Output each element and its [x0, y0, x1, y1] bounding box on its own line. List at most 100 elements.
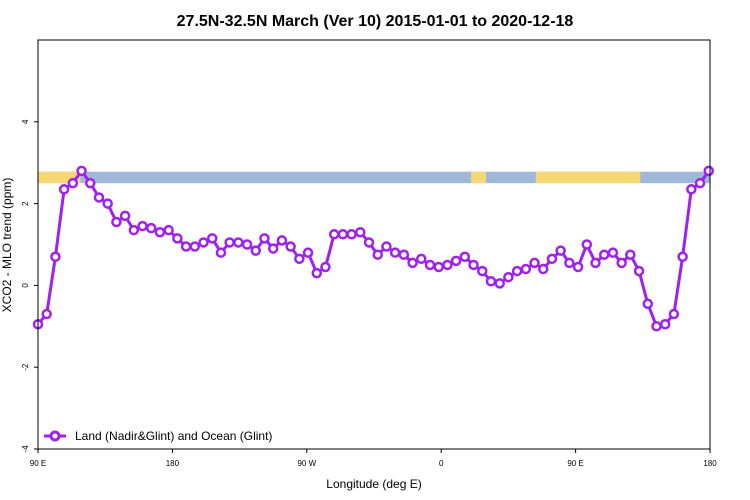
data-point: [677, 251, 688, 263]
x-tick-label: 180: [166, 459, 180, 468]
x-tick-label: 180: [703, 459, 717, 468]
data-point: [433, 261, 444, 273]
data-point: [381, 241, 392, 252]
x-axis-label: Longitude (deg E): [326, 477, 421, 491]
data-point: [250, 245, 262, 256]
data-point: [267, 243, 279, 254]
data-point: [398, 249, 410, 260]
data-point: [372, 249, 383, 260]
data-point: [468, 259, 479, 271]
map-strip-land: [38, 171, 81, 184]
data-point: [477, 265, 488, 277]
data-point: [625, 249, 636, 260]
data-point: [459, 251, 471, 263]
y-tick-label: -2: [21, 363, 30, 371]
data-point: [189, 241, 201, 252]
map-strip-land: [535, 171, 641, 184]
data-point: [337, 229, 349, 240]
data-point: [694, 177, 706, 189]
data-point: [450, 255, 462, 267]
data-point: [564, 257, 575, 269]
data-point: [311, 267, 323, 279]
data-point: [137, 220, 148, 232]
data-point: [442, 259, 453, 271]
data-point: [259, 233, 270, 244]
y-tick-label: -4: [21, 445, 30, 453]
data-point: [485, 276, 497, 287]
y-tick-label: 0: [21, 283, 30, 288]
map-strip-land: [471, 171, 486, 184]
series-line: [36, 168, 710, 329]
y-axis-label: XCO2 - MLO trend (ppm): [0, 178, 14, 313]
data-point: [111, 216, 122, 228]
plot-area: [32, 165, 715, 332]
data-point: [224, 237, 235, 248]
data-point: [607, 247, 619, 258]
y-axis: -4 -2 0 2 4: [21, 119, 38, 453]
data-point: [651, 321, 662, 332]
data-point: [198, 237, 209, 248]
data-point: [215, 247, 227, 258]
data-point: [85, 177, 96, 189]
map-strip-ocean: [38, 171, 710, 184]
data-point: [511, 265, 523, 277]
data-point: [389, 247, 401, 258]
data-point: [581, 239, 593, 250]
legend-label: Land (Nadir&Glint) and Ocean (Glint): [75, 429, 272, 443]
data-point: [642, 298, 654, 310]
data-point: [320, 261, 331, 273]
data-point: [145, 222, 157, 234]
data-point: [407, 257, 418, 269]
y-tick-label: 2: [21, 201, 30, 206]
data-point: [41, 308, 52, 320]
data-point: [163, 224, 174, 236]
data-point: [172, 233, 183, 244]
data-point: [276, 235, 288, 246]
data-point: [128, 224, 140, 236]
data-point: [503, 271, 514, 283]
data-point: [659, 319, 671, 330]
data-point: [363, 237, 375, 248]
data-point: [590, 257, 601, 269]
data-point: [416, 253, 427, 265]
data-point: [154, 226, 166, 238]
data-point: [355, 226, 366, 238]
x-tick-label: 0: [439, 459, 444, 468]
data-point: [529, 257, 540, 269]
data-point: [119, 210, 131, 222]
data-point: [233, 237, 244, 248]
x-tick-label: 90 W: [297, 459, 316, 468]
data-point: [598, 249, 610, 260]
data-point: [180, 241, 192, 252]
data-point: [76, 165, 87, 177]
data-point: [494, 278, 505, 289]
data-point: [633, 265, 645, 277]
data-point: [346, 229, 357, 240]
plot-frame: [37, 39, 711, 450]
data-point: [206, 233, 218, 244]
data-point: [241, 239, 253, 250]
x-axis: 90 E 180 90 W 0 90 E 180: [30, 449, 717, 468]
data-point: [67, 177, 79, 189]
data-point: [302, 247, 314, 258]
data-point: [102, 198, 113, 209]
data-point: [285, 241, 296, 252]
legend: Land (Nadir&Glint) and Ocean (Glint): [44, 429, 272, 443]
data-point: [616, 257, 627, 269]
data-point: [555, 245, 566, 256]
data-point: [703, 165, 715, 177]
data-point: [572, 261, 584, 273]
data-point: [50, 251, 61, 263]
data-point: [328, 229, 340, 240]
data-point: [686, 184, 697, 195]
x-tick-label: 90 E: [567, 459, 583, 468]
data-point: [537, 263, 549, 275]
data-point: [546, 253, 558, 265]
chart-title: 27.5N-32.5N March (Ver 10) 2015-01-01 to…: [177, 13, 574, 30]
legend-marker-swatch: [49, 430, 61, 442]
data-point: [668, 308, 680, 320]
data-point: [58, 184, 70, 195]
data-point: [93, 192, 105, 203]
data-point: [424, 259, 436, 271]
